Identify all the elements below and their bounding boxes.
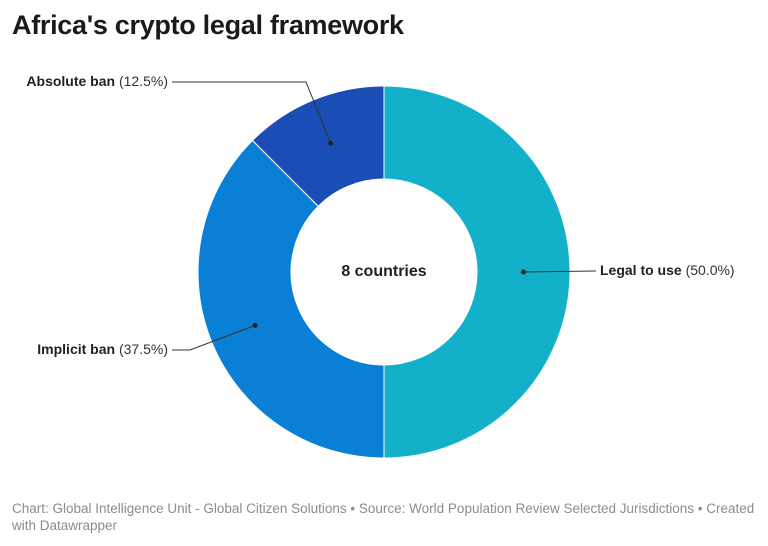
value-label: (50.0%) — [686, 262, 735, 278]
leader-dot — [521, 269, 526, 275]
leader-line — [172, 324, 256, 351]
source-note: Chart: Global Intelligence Unit - Global… — [12, 501, 755, 533]
leader-dot — [328, 140, 334, 146]
chart-title: Africa's crypto legal framework — [12, 10, 404, 40]
value-label: (12.5%) — [119, 73, 168, 89]
category-name: Implicit ban — [37, 341, 115, 357]
category-name: Legal to use — [600, 262, 682, 278]
leader-dot — [252, 322, 258, 328]
leader-line — [523, 270, 597, 273]
donut-slice — [383, 85, 571, 459]
category-name: Absolute ban — [26, 73, 115, 89]
center-label: 8 countries — [341, 263, 426, 280]
donut-slice — [251, 85, 385, 207]
slice-label: Absolute ban (12.5%) — [26, 73, 168, 89]
leader-line — [172, 81, 332, 144]
donut-slice — [197, 139, 385, 459]
value-label: (37.5%) — [119, 341, 168, 357]
slices: Legal to use (50.0%) Implicit ban (37.5%)… — [26, 73, 735, 459]
slice-label: Implicit ban (37.5%) — [37, 341, 168, 357]
slice-label: Legal to use (50.0%) — [600, 262, 735, 278]
